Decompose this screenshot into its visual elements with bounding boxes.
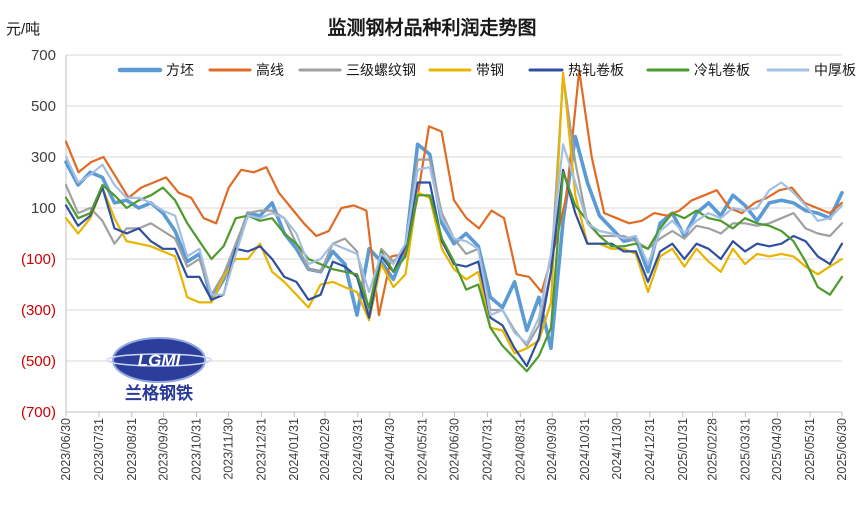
y-tick-label: (700) [21,404,56,421]
y-tick-label: (500) [21,353,56,370]
logo-text: LGMI [138,351,182,370]
x-tick-label: 2025/01/31 [676,418,690,481]
x-tick-label: 2025/06/30 [835,418,849,481]
series-line [64,69,844,317]
logo-subtitle: 兰格钢铁 [125,383,193,403]
legend: 方坯 高线 三级螺纹钢 带钢 热轧卷板 冷轧卷板 中厚板 [117,62,856,78]
x-tick-label: 2025/02/28 [705,418,719,481]
y-tick-label: 100 [31,200,56,217]
x-tick-label: 2023/08/31 [125,418,139,481]
x-tick-label: 2023/06/30 [59,418,73,481]
x-tick-label: 2025/03/31 [738,418,752,481]
legend-label: 三级螺纹钢 [346,62,416,78]
x-tick-label: 2023/12/31 [254,418,268,481]
legend-label: 方坯 [166,62,194,78]
x-tick-label: 2024/01/31 [287,418,301,481]
legend-label: 中厚板 [814,62,856,78]
x-tick-label: 2024/02/29 [318,418,332,481]
x-tick-label: 2024/08/31 [513,418,527,481]
x-axis-ticks: 2023/06/30 2023/07/31 2023/08/31 2023/09/30… [59,412,849,481]
x-tick-label: 2024/12/31 [643,418,657,481]
y-tick-label: 700 [31,47,56,64]
chart-title: 监测钢材品种利润走势图 [327,16,536,39]
x-tick-label: 2024/04/30 [383,418,397,481]
x-tick-label: 2024/07/31 [480,418,494,481]
y-tick-label: (300) [21,302,56,319]
x-tick-label: 2025/04/30 [770,418,784,481]
x-tick-label: 2023/07/31 [92,418,106,481]
x-tick-label: 2024/06/30 [448,418,462,481]
x-tick-label: 2024/09/30 [545,418,559,481]
series-lines [64,69,844,373]
y-tick-label: 500 [31,98,56,115]
x-tick-label: 2024/03/31 [351,418,365,481]
series-line [64,171,844,373]
y-tick-label: 300 [31,149,56,166]
x-tick-label: 2024/10/31 [578,418,592,481]
y-axis-ticks: 700 500 300 100 (100) (300) (500) (700) [21,47,56,421]
x-tick-label: 2023/11/30 [221,418,235,480]
x-tick-label: 2024/05/31 [416,418,430,481]
x-tick-label: 2023/10/31 [190,418,204,481]
x-tick-label: 2023/09/30 [157,418,171,481]
lgmi-logo: LGMI 兰格钢铁 [106,337,212,403]
y-tick-label: (100) [21,251,56,268]
legend-label: 带钢 [476,62,504,78]
x-tick-label: 2025/05/31 [803,418,817,481]
series-line [64,143,844,345]
series-line [64,71,844,355]
x-tick-label: 2024/11/30 [610,418,624,480]
legend-label: 高线 [256,62,284,78]
series-line [64,134,844,351]
legend-label: 冷轧卷板 [694,62,750,78]
legend-label: 热轧卷板 [568,62,624,78]
y-axis-unit: 元/吨 [6,21,40,38]
